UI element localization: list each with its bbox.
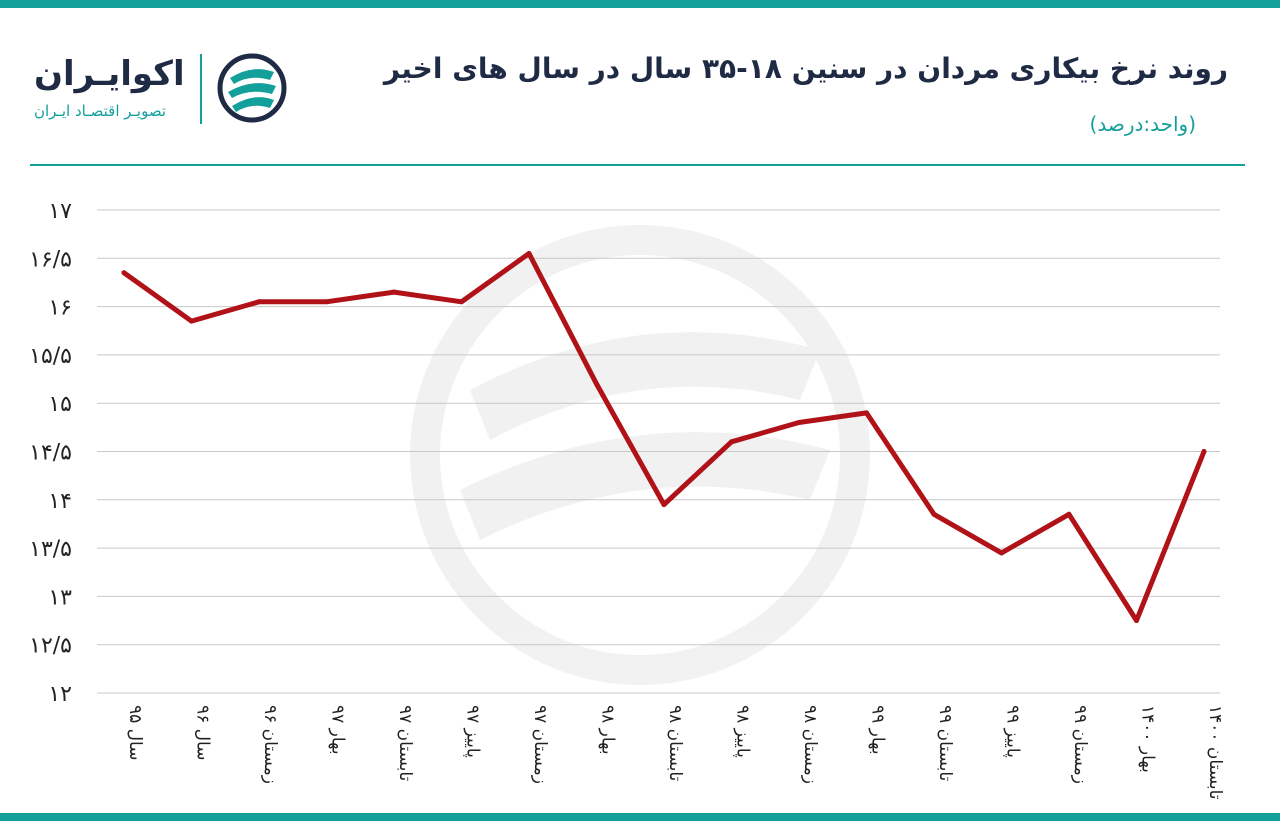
data-point bbox=[796, 420, 802, 426]
y-tick-label: ۱۴/۵ bbox=[29, 441, 72, 466]
x-tick-label: زمستان ۹۹ bbox=[1070, 705, 1090, 784]
logo-tagline: تصویـر اقتصـاد ایـران bbox=[34, 102, 167, 120]
data-point bbox=[256, 299, 262, 305]
ecoiran-logo-icon bbox=[217, 53, 287, 123]
data-point bbox=[931, 511, 937, 517]
x-tick-label: بهار ۱۴۰۰ bbox=[1138, 705, 1158, 773]
x-tick-label: بهار ۹۸ bbox=[598, 705, 618, 755]
y-tick-label: ۱۷ bbox=[48, 199, 72, 224]
data-point bbox=[526, 250, 532, 256]
x-tick-label: بهار ۹۷ bbox=[328, 705, 348, 755]
data-point bbox=[121, 270, 127, 276]
x-tick-label: تابستان ۹۸ bbox=[665, 705, 685, 782]
logo-name: اکوایـران bbox=[34, 54, 185, 94]
data-point bbox=[999, 550, 1004, 556]
x-tick-label: پاییز ۹۹ bbox=[1003, 705, 1023, 758]
data-point bbox=[594, 381, 599, 387]
y-tick-label: ۱۳ bbox=[48, 585, 72, 610]
x-tick-label: سال ۹۶ bbox=[193, 705, 213, 760]
data-point bbox=[324, 299, 329, 305]
x-tick-label: زمستان ۹۶ bbox=[260, 705, 280, 784]
x-tick-label: پاییز ۹۸ bbox=[733, 705, 753, 758]
x-tick-label: تابستان ۹۷ bbox=[395, 705, 415, 782]
data-point bbox=[1201, 449, 1207, 454]
y-tick-label: ۱۶/۵ bbox=[29, 247, 72, 272]
data-point bbox=[391, 289, 397, 295]
x-tick-label: تابستان ۹۹ bbox=[935, 705, 955, 782]
data-point bbox=[189, 318, 194, 324]
x-tick-label: تابستان ۱۴۰۰ bbox=[1205, 705, 1225, 800]
x-tick-label: زمستان ۹۸ bbox=[800, 705, 820, 784]
chart-title: روند نرخ بیکاری مردان در سنین ۱۸-۳۵ سال … bbox=[383, 52, 1228, 85]
top-accent-bar bbox=[0, 0, 1280, 8]
y-tick-label: ۱۲/۵ bbox=[29, 634, 72, 659]
data-point bbox=[1066, 511, 1072, 517]
bottom-accent-bar bbox=[0, 813, 1280, 821]
x-tick-label: زمستان ۹۷ bbox=[530, 705, 550, 784]
header-divider bbox=[30, 164, 1245, 166]
chart-unit: (واحد:درصد) bbox=[1089, 112, 1196, 136]
x-tick-label: بهار ۹۹ bbox=[868, 705, 888, 755]
data-point bbox=[1134, 618, 1139, 624]
y-tick-label: ۱۳/۵ bbox=[29, 537, 72, 562]
x-tick-label: سال ۹۵ bbox=[125, 705, 145, 760]
watermark-logo-icon bbox=[410, 225, 870, 685]
x-tick-label: پاییز ۹۷ bbox=[463, 705, 483, 758]
y-tick-label: ۱۶ bbox=[48, 296, 72, 321]
y-tick-label: ۱۴ bbox=[48, 489, 72, 514]
data-point bbox=[661, 502, 667, 508]
data-point bbox=[729, 439, 734, 445]
logo: اکوایـران تصویـر اقتصـاد ایـران bbox=[30, 50, 290, 130]
y-tick-label: ۱۲ bbox=[48, 682, 72, 707]
y-tick-label: ۱۵/۵ bbox=[29, 344, 72, 369]
data-point bbox=[864, 410, 869, 416]
logo-divider bbox=[200, 54, 202, 124]
y-tick-label: ۱۵ bbox=[48, 392, 72, 417]
data-point bbox=[459, 299, 464, 305]
